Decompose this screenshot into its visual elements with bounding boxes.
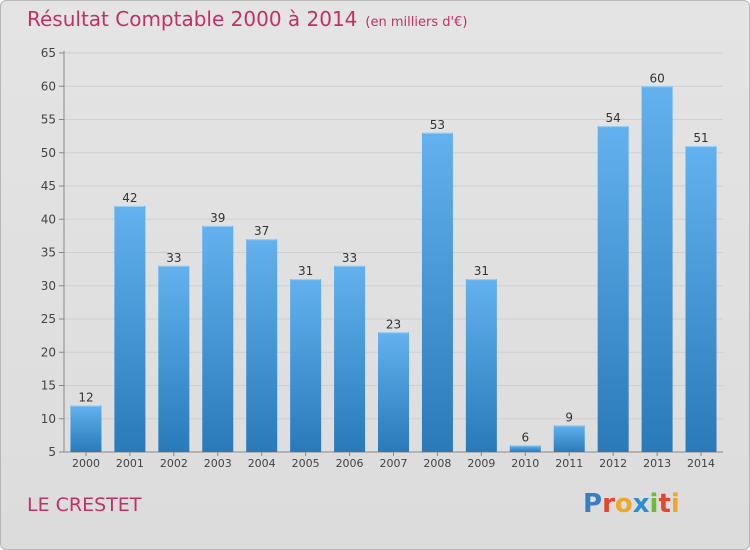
bar [597,126,629,453]
x-tick-label: 2010 [511,457,539,470]
bar [641,86,673,452]
y-tick-label: 65 [41,46,56,60]
data-label: 6 [521,430,529,444]
data-label: 39 [210,211,225,225]
x-tick-label: 2014 [687,457,715,470]
data-label: 53 [430,118,445,132]
x-tick-label: 2005 [292,457,320,470]
data-label: 23 [386,317,401,331]
x-tick-label: 2012 [599,457,627,470]
y-tick-label: 55 [41,113,56,127]
logo-letter: i [670,489,680,519]
y-tick-label: 20 [41,345,56,359]
x-tick-label: 2011 [555,457,583,470]
data-label: 54 [606,111,621,125]
bar [378,332,409,452]
proxiti-logo: Proxiti [583,489,680,519]
x-tick-label: 2003 [204,457,232,470]
logo-letter: P [583,489,603,519]
data-label: 31 [474,264,489,278]
bar [202,225,234,452]
y-tick-label: 30 [41,279,56,293]
x-tick-label: 2013 [643,457,671,470]
commune-name: LE CRESTET [27,494,142,516]
bar [114,205,146,452]
logo-letter: t [658,489,671,519]
data-label: 33 [342,251,357,265]
y-tick-label: 50 [41,146,56,160]
x-tick-label: 2009 [467,457,495,470]
chart-title: Résultat Comptable 2000 à 2014 (en millie… [27,7,468,31]
x-tick-label: 2008 [423,457,451,470]
chart-subtitle: (en milliers d'€) [365,15,468,30]
bar [70,405,102,452]
logo-letter: r [602,489,615,519]
y-tick-label: 45 [41,179,56,193]
y-tick-label: 10 [41,412,56,426]
bar [553,425,585,452]
bar [685,146,717,452]
y-tick-label: 15 [41,379,56,393]
data-label: 31 [298,264,313,278]
logo-letter: x [632,489,650,519]
data-label: 42 [122,191,137,205]
x-tick-label: 2007 [380,457,408,470]
logo-letter: o [614,489,633,519]
bar [334,265,366,452]
y-tick-label: 40 [41,212,56,226]
x-tick-label: 2000 [72,457,100,470]
bar [290,279,322,452]
y-tick-label: 5 [48,445,56,459]
data-label: 37 [254,224,269,238]
data-label: 33 [166,251,181,265]
logo-letter: i [649,489,659,519]
bar [246,239,278,452]
data-label: 51 [693,131,708,145]
y-tick-label: 35 [41,246,56,260]
data-label: 12 [78,390,93,404]
bar [158,265,190,452]
bar [509,445,541,452]
bar [421,132,453,453]
y-tick-label: 25 [41,312,56,326]
x-tick-label: 2001 [116,457,144,470]
x-tick-label: 2002 [160,457,188,470]
x-tick-label: 2004 [248,457,276,470]
data-label: 60 [649,71,664,85]
y-tick-label: 60 [41,79,56,93]
x-tick-label: 2006 [336,457,364,470]
data-label: 9 [565,410,573,424]
bar [465,279,497,452]
